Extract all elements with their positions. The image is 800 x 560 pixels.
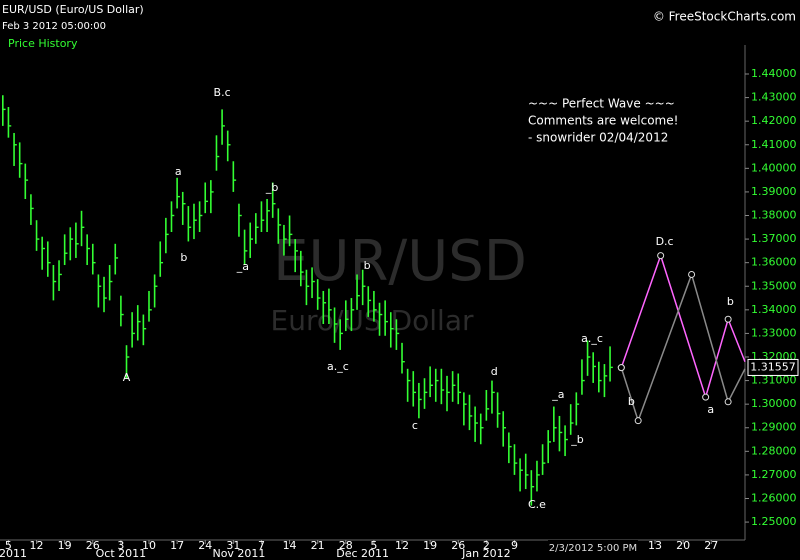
x-tick-label: 3 [117, 539, 124, 552]
wave-label: b [364, 259, 371, 272]
watermark-title: EUR/USD [273, 229, 527, 294]
wave-label: C.e [528, 498, 546, 511]
projection-point [657, 252, 665, 260]
x-tick-label: 24 [198, 539, 212, 552]
month-label: 2011 [0, 547, 27, 560]
marks: 1.25000 1.26000 1.27000 1.28000 1.29000 1.300… [0, 67, 799, 560]
wave-label: a [175, 165, 182, 178]
y-tick-label: 1.34000 [751, 303, 797, 316]
x-tick-label: 27 [704, 539, 718, 552]
wave-label: A [123, 371, 131, 384]
y-tick-label: 1.33000 [751, 326, 797, 339]
x-tick-label: 9 [511, 539, 518, 552]
wave-label: D.c [656, 235, 674, 248]
x-tick-label: 5 [370, 539, 377, 552]
month-label: Dec 2011 [336, 547, 389, 560]
x-tick-label: 20 [676, 539, 690, 552]
last-price-label: 1.31557 [750, 360, 796, 373]
watermark-subtitle: Euro/US Dollar [271, 304, 474, 337]
month-label: Jan 2012 [461, 547, 510, 560]
y-tick-label: 1.37000 [751, 232, 797, 245]
wave-label: d [491, 365, 498, 378]
x-tick-label: 14 [283, 539, 297, 552]
x-tick-label: 13 [648, 539, 662, 552]
y-tick-label: 1.30000 [751, 397, 797, 410]
wave-label: _a [551, 388, 564, 401]
x-tick-label: 26 [451, 539, 465, 552]
legend-label[interactable]: Price History [8, 37, 78, 50]
y-tick-label: 1.44000 [751, 67, 797, 80]
note: - snowrider 02/04/2012 [528, 131, 668, 145]
x-tick-label: 31 [226, 539, 240, 552]
wave-label: b [727, 295, 734, 308]
wave-label: a._c [581, 332, 603, 345]
wave-label: a [707, 403, 714, 416]
x-tick-label: 2 [483, 539, 490, 552]
x-tick-label: 28 [339, 539, 353, 552]
last-price-box [747, 358, 799, 376]
note: Comments are welcome! [528, 114, 678, 128]
copyright: © FreeStockCharts.com [653, 10, 796, 24]
cursor-label: 2/3/2012 5:00 PM [549, 543, 637, 554]
wave-label: _b [265, 181, 279, 194]
note: ~~~ Perfect Wave ~~~ [528, 97, 675, 111]
projection-point [702, 393, 710, 401]
wave-label: c [412, 419, 418, 432]
x-tick-label: 10 [142, 539, 156, 552]
x-tick-label: 5 [5, 539, 12, 552]
y-tick-label: 1.31000 [751, 374, 797, 387]
y-tick-label: 1.42000 [751, 114, 797, 127]
x-tick-label: 26 [86, 539, 100, 552]
projection-point [688, 270, 696, 278]
projection-point [724, 398, 732, 406]
y-tick-label: 1.41000 [751, 138, 797, 151]
month-label: Oct 2011 [96, 547, 147, 560]
wave-label: B.c [214, 86, 231, 99]
wave-label: b [628, 395, 635, 408]
y-tick-label: 1.26000 [751, 491, 797, 504]
y-tick-label: 1.40000 [751, 161, 797, 174]
chart-subtitle: Feb 3 2012 05:00:00 [2, 21, 106, 32]
cursor-box [548, 540, 638, 556]
wave-label: a._c [327, 360, 349, 373]
x-tick-label: 21 [311, 539, 325, 552]
x-tick-label: 17 [170, 539, 184, 552]
y-tick-label: 1.28000 [751, 444, 797, 457]
y-tick-label: 1.38000 [751, 209, 797, 222]
wave-label: _b [570, 433, 584, 446]
y-tick-label: 1.27000 [751, 468, 797, 481]
y-tick-label: 1.36000 [751, 256, 797, 269]
projection-point [724, 315, 732, 323]
x-tick-label: 12 [395, 539, 409, 552]
x-tick-label: 19 [423, 539, 437, 552]
wave-label: _a [236, 260, 249, 273]
x-tick-label: 19 [58, 539, 72, 552]
y-tick-label: 1.39000 [751, 185, 797, 198]
y-tick-label: 1.25000 [751, 515, 797, 528]
x-tick-label: 12 [30, 539, 44, 552]
month-label: Nov 2011 [212, 547, 265, 560]
projection-point [634, 417, 642, 425]
wave-label: b [180, 251, 187, 264]
chart-title: EUR/USD (Euro/US Dollar) [2, 3, 144, 16]
y-tick-label: 1.35000 [751, 279, 797, 292]
x-tick-label: 7 [258, 539, 265, 552]
projection-point [617, 364, 625, 372]
y-tick-label: 1.43000 [751, 91, 797, 104]
y-tick-label: 1.29000 [751, 421, 797, 434]
